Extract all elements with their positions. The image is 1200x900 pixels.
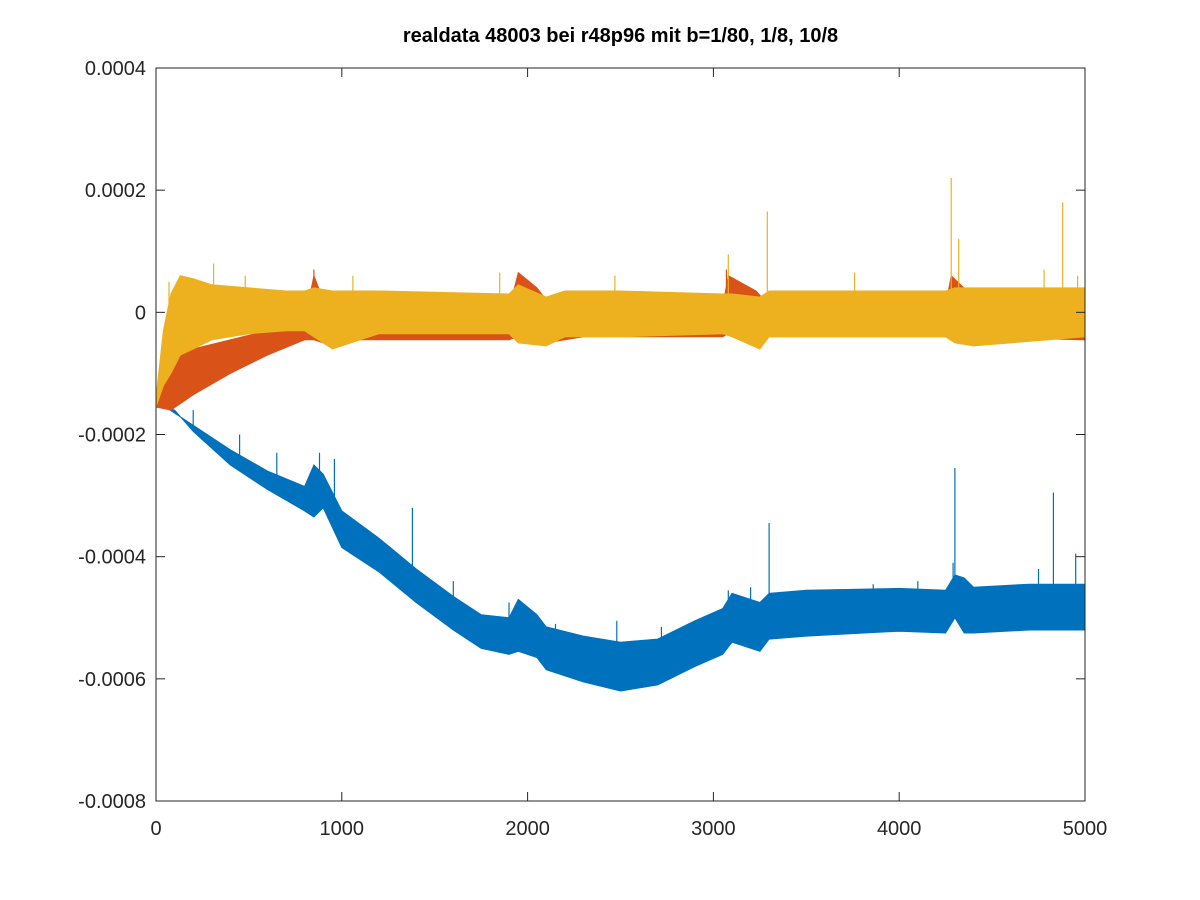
y-tick-label: 0.0002 — [85, 180, 146, 202]
y-tick-label: -0.0004 — [78, 547, 146, 569]
y-tick-label: -0.0002 — [78, 425, 146, 447]
chart-title: realdata 48003 bei r48p96 mit b=1/80, 1/… — [403, 25, 838, 47]
y-tick-label: -0.0006 — [78, 669, 146, 691]
y-tick-label: -0.0008 — [78, 791, 146, 813]
y-tick-label: 0 — [135, 302, 146, 324]
x-tick-label: 3000 — [691, 818, 736, 840]
tick-layer: 0 1000 2000 3000 4000 5000 -0.0008 -0.0006 -0.00… — [78, 58, 1107, 840]
x-tick-label: 4000 — [877, 818, 922, 840]
x-tick-label: 5000 — [1063, 818, 1108, 840]
x-tick-label: 2000 — [505, 818, 550, 840]
x-tick-label: 0 — [150, 818, 161, 840]
y-tick-label: 0.0004 — [85, 58, 146, 80]
x-tick-label: 1000 — [320, 818, 365, 840]
